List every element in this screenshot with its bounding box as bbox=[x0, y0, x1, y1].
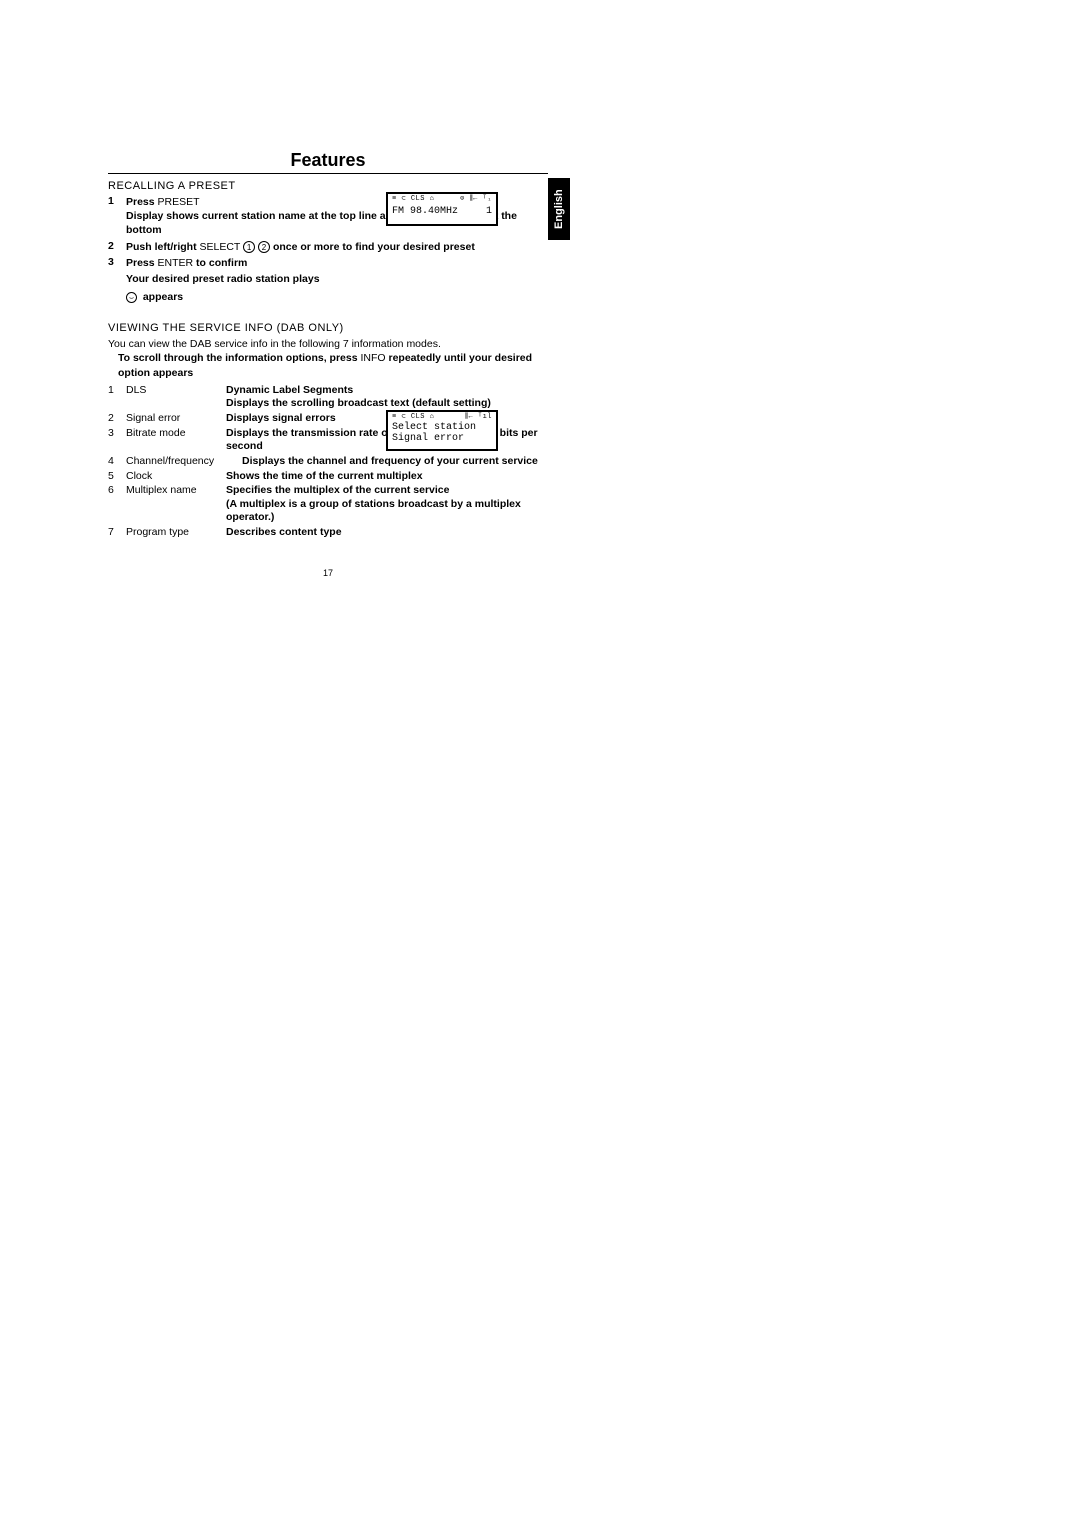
lcd2-line1: Select station bbox=[392, 422, 492, 433]
info-name: Clock bbox=[126, 470, 226, 484]
info-desc: Dynamic Label Segments Displays the scro… bbox=[226, 384, 548, 411]
title-row: Features bbox=[108, 150, 548, 174]
info-name: Program type bbox=[126, 526, 226, 540]
step3-btn: ENTER bbox=[158, 257, 194, 269]
info-desc1: Describes content type bbox=[226, 526, 342, 538]
result-line2: ⌣ appears bbox=[108, 286, 548, 304]
info-desc1: Displays the channel and frequency of yo… bbox=[242, 455, 538, 467]
scroll-btn: INFO bbox=[360, 352, 385, 364]
step1-btn: PRESET bbox=[158, 196, 200, 208]
lcd1-icons-right: ⊙ ⫼← ᵀ₁ bbox=[460, 196, 492, 204]
lcd1-line1-right: 1 bbox=[486, 206, 492, 217]
info-num: 4 bbox=[108, 455, 126, 469]
step2-btn: SELECT bbox=[200, 241, 241, 253]
info-name: Multiplex name bbox=[126, 484, 226, 525]
result1-text: Your desired preset radio station plays bbox=[126, 273, 320, 285]
info-desc2: Displays the scrolling broadcast text (d… bbox=[226, 397, 491, 409]
lcd-display-2: ≡ ⊂ CLS ⌂ ⫼← ᵀıl Select station Signal e… bbox=[386, 410, 498, 451]
info-desc2: (A multiplex is a group of stations broa… bbox=[226, 498, 521, 524]
step-3: 3 Press ENTER to confirm bbox=[108, 256, 548, 270]
step-num: 3 bbox=[108, 256, 126, 270]
lcd1-icons: ≡ ⊂ CLS ⌂ ⊙ ⫼← ᵀ₁ bbox=[392, 196, 492, 204]
page-title: Features bbox=[290, 150, 365, 171]
info-table: 1 DLS Dynamic Label Segments Displays th… bbox=[108, 384, 548, 540]
info-num: 5 bbox=[108, 470, 126, 484]
step2-pre: Push left/right bbox=[126, 241, 200, 253]
info-row: 4 Channel/frequency Displays the channel… bbox=[108, 455, 548, 469]
page-number: 17 bbox=[108, 568, 548, 578]
info-num: 1 bbox=[108, 384, 126, 411]
info-row: 5 Clock Shows the time of the current mu… bbox=[108, 470, 548, 484]
step-body: Push left/right SELECT 1 2 once or more … bbox=[126, 240, 548, 254]
step2-post: once or more to find your desired preset bbox=[273, 241, 475, 253]
info-name: DLS bbox=[126, 384, 226, 411]
lcd2-icons-left: ≡ ⊂ CLS ⌂ bbox=[392, 414, 434, 422]
section2-intro: You can view the DAB service info in the… bbox=[108, 337, 548, 351]
info-desc1: Displays signal errors bbox=[226, 412, 336, 424]
step-body: Press ENTER to confirm bbox=[126, 256, 548, 270]
section2-scroll: To scroll through the information option… bbox=[108, 351, 548, 379]
step1-pre: Press bbox=[126, 196, 158, 208]
lcd1-line1: FM 98.40MHz bbox=[392, 206, 458, 217]
step-num: 1 bbox=[108, 195, 126, 238]
info-num: 7 bbox=[108, 526, 126, 540]
info-name: Bitrate mode bbox=[126, 427, 226, 454]
info-num: 2 bbox=[108, 412, 126, 426]
smiley-icon: ⌣ bbox=[126, 292, 137, 303]
circled-2: 2 bbox=[258, 241, 270, 253]
step-2: 2 Push left/right SELECT 1 2 once or mor… bbox=[108, 240, 548, 254]
lcd2-icons-right: ⫼← ᵀıl bbox=[465, 414, 492, 422]
manual-page: Features English ≡ ⊂ CLS ⌂ ⊙ ⫼← ᵀ₁ FM 98… bbox=[108, 150, 548, 578]
info-row: 7 Program type Describes content type bbox=[108, 526, 548, 540]
language-tab: English bbox=[548, 178, 570, 240]
info-desc1: Shows the time of the current multiplex bbox=[226, 470, 423, 482]
info-desc1: Specifies the multiplex of the current s… bbox=[226, 484, 450, 496]
info-desc: Specifies the multiplex of the current s… bbox=[226, 484, 548, 525]
result-line1: Your desired preset radio station plays bbox=[108, 272, 548, 286]
result2-text: appears bbox=[143, 291, 183, 303]
info-row: 1 DLS Dynamic Label Segments Displays th… bbox=[108, 384, 548, 411]
lcd2-line2: Signal error bbox=[392, 433, 492, 444]
info-name: Signal error bbox=[126, 412, 226, 426]
step3-post: to confirm bbox=[193, 257, 247, 269]
circled-1: 1 bbox=[243, 241, 255, 253]
info-row: 6 Multiplex name Specifies the multiplex… bbox=[108, 484, 548, 525]
lcd-display-1: ≡ ⊂ CLS ⌂ ⊙ ⫼← ᵀ₁ FM 98.40MHz 1 bbox=[386, 192, 498, 226]
scroll-pre: To scroll through the information option… bbox=[118, 352, 360, 364]
info-num: 3 bbox=[108, 427, 126, 454]
info-num: 6 bbox=[108, 484, 126, 525]
info-name: Channel/frequency bbox=[126, 455, 242, 469]
lcd2-icons: ≡ ⊂ CLS ⌂ ⫼← ᵀıl bbox=[392, 414, 492, 422]
info-desc1: Dynamic Label Segments bbox=[226, 384, 353, 396]
step-num: 2 bbox=[108, 240, 126, 254]
lcd1-icons-left: ≡ ⊂ CLS ⌂ bbox=[392, 196, 434, 204]
step3-pre: Press bbox=[126, 257, 158, 269]
section2-heading: VIEWING THE SERVICE INFO (DAB ONLY) bbox=[108, 322, 548, 334]
section1-heading: RECALLING A PRESET bbox=[108, 180, 548, 192]
